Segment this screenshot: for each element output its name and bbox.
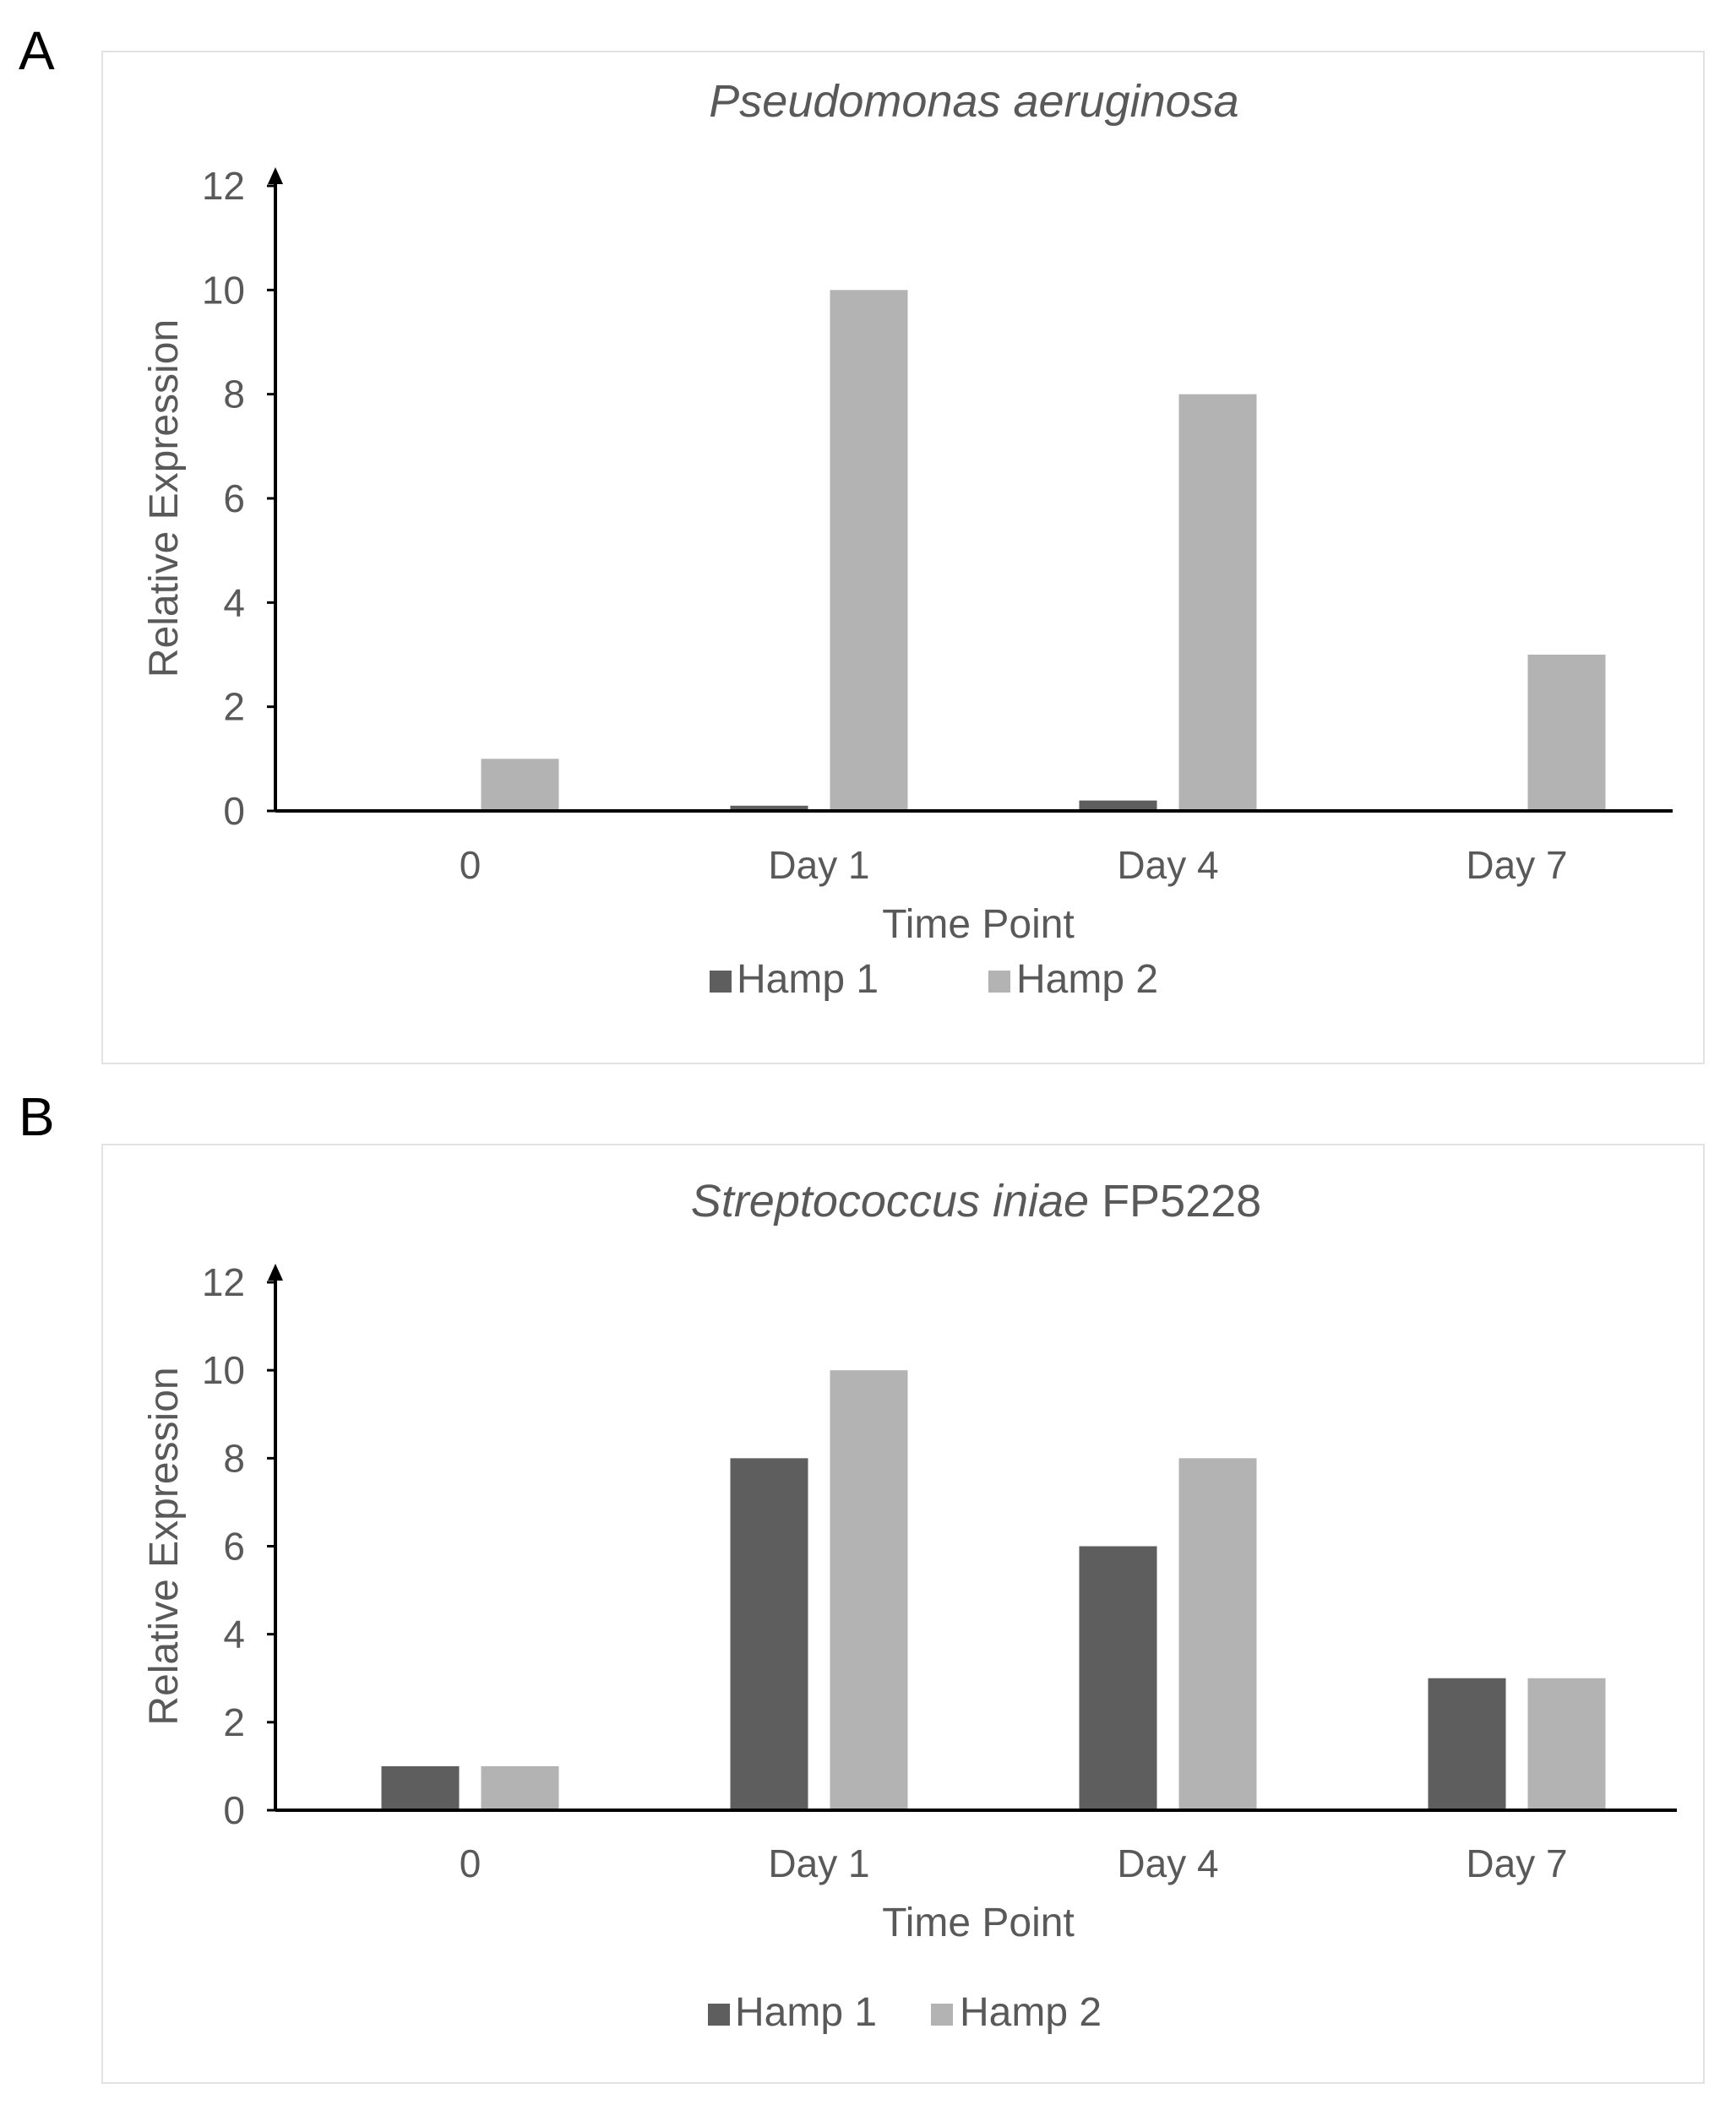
bar-b-hamp1-2: [1079, 1546, 1157, 1810]
y-axis-label-b: Relative Expression: [142, 1367, 187, 1725]
y-axis-arrow-b: [268, 1264, 283, 1281]
x-tick-label-b-2: Day 4: [1117, 1841, 1218, 1885]
y-tick-label-a-0: 0: [223, 789, 245, 833]
y-tick-label-a-3: 6: [223, 476, 245, 520]
y-tick-label-b-4: 8: [223, 1436, 245, 1480]
y-tick-label-a-6: 12: [202, 164, 245, 208]
x-tick-label-b-3: Day 7: [1466, 1841, 1567, 1885]
bar-b-hamp1-0: [381, 1765, 460, 1810]
bar-a-hamp1-2: [1079, 800, 1157, 811]
legend-swatch-a-0: [710, 971, 732, 993]
x-tick-label-a-0: 0: [460, 843, 482, 887]
x-axis-label-a: Time Point: [882, 902, 1075, 947]
legend-label-a-1: Hamp 2: [1016, 957, 1158, 1002]
y-tick-label-b-1: 2: [223, 1700, 245, 1744]
x-axis-label-b: Time Point: [882, 1901, 1075, 1945]
bar-a-hamp2-0: [481, 759, 559, 811]
y-tick-label-a-4: 8: [223, 373, 245, 416]
bar-b-hamp2-3: [1527, 1678, 1606, 1810]
legend-swatch-b-0: [708, 2004, 730, 2026]
bar-b-hamp2-2: [1178, 1458, 1257, 1810]
x-tick-label-b-1: Day 1: [768, 1841, 869, 1885]
x-tick-label-a-2: Day 4: [1117, 843, 1218, 887]
legend-label-b-0: Hamp 1: [735, 1990, 877, 2035]
chart-title-a: Pseudomonas aeruginosa: [709, 76, 1238, 127]
chart-title-b: Streptococcus iniae FP5228: [691, 1176, 1261, 1227]
bar-a-hamp2-2: [1178, 394, 1257, 811]
y-tick-label-b-5: 10: [202, 1348, 245, 1392]
y-tick-label-b-0: 0: [223, 1788, 245, 1832]
y-axis-arrow-a: [268, 167, 283, 184]
bar-a-hamp2-1: [830, 290, 908, 811]
y-axis-label-a: Relative Expression: [142, 319, 187, 677]
panel-label-b: B: [19, 1086, 55, 1147]
bar-b-hamp1-1: [730, 1458, 808, 1810]
legend-swatch-a-1: [988, 971, 1010, 993]
panel-label-a: A: [19, 20, 55, 81]
x-tick-label-b-0: 0: [460, 1841, 482, 1885]
bar-b-hamp1-3: [1428, 1678, 1506, 1810]
y-tick-label-a-1: 2: [223, 685, 245, 729]
bar-b-hamp2-1: [830, 1370, 908, 1810]
bar-a-hamp2-3: [1527, 655, 1606, 811]
y-tick-label-b-3: 6: [223, 1525, 245, 1569]
x-tick-label-a-1: Day 1: [768, 843, 869, 887]
y-tick-label-a-2: 4: [223, 580, 245, 624]
bar-b-hamp2-0: [481, 1765, 559, 1810]
legend-label-b-1: Hamp 2: [960, 1990, 1102, 2035]
x-tick-label-a-3: Day 7: [1466, 843, 1567, 887]
y-tick-label-b-6: 12: [202, 1260, 245, 1304]
y-tick-label-a-5: 10: [202, 268, 245, 312]
legend-label-a-0: Hamp 1: [737, 957, 879, 1002]
legend-swatch-b-1: [931, 2004, 953, 2026]
y-tick-label-b-2: 4: [223, 1613, 245, 1656]
bar-a-hamp1-1: [730, 805, 808, 811]
